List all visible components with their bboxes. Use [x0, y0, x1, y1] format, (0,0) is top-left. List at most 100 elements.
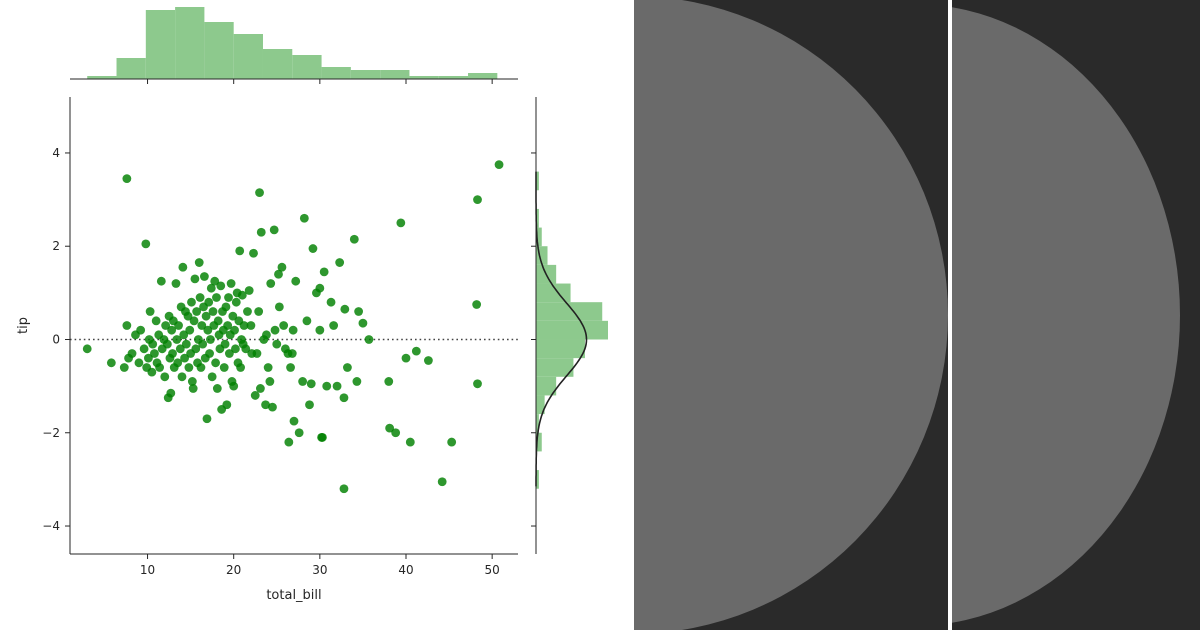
scatter-point	[212, 384, 222, 393]
scatter-point	[235, 246, 245, 256]
scatter-point	[119, 363, 129, 372]
panel-divider	[948, 0, 952, 630]
top-hist-bar	[262, 49, 293, 79]
scatter-point	[299, 213, 309, 223]
scatter-point	[224, 349, 234, 358]
scatter-point	[175, 344, 185, 354]
residual-scatter-plot	[70, 160, 518, 494]
scatter-point	[261, 400, 270, 410]
scatter-point	[411, 346, 421, 356]
scatter-point	[134, 358, 144, 368]
scatter-point	[222, 400, 232, 410]
scatter-point	[201, 311, 211, 321]
right-hist-bar	[536, 358, 574, 377]
scatter-point	[197, 321, 207, 330]
scatter-point	[274, 269, 283, 279]
right-hist-bar	[536, 208, 539, 228]
scatter-point	[183, 311, 193, 321]
scatter-point	[155, 363, 165, 372]
scatter-point	[177, 372, 187, 382]
scatter-point	[139, 344, 149, 354]
scatter-point	[224, 293, 233, 302]
scatter-point	[122, 174, 132, 184]
scatter-point	[262, 330, 271, 340]
scatter-point	[340, 304, 350, 314]
scatter-point	[246, 321, 256, 330]
half-disc-shape	[634, 0, 948, 630]
scatter-point	[241, 344, 251, 354]
x-tick-label: 20	[226, 563, 241, 577]
scatter-point	[326, 297, 336, 307]
top-hist-bar	[350, 70, 381, 79]
scatter-point	[226, 279, 236, 288]
x-ticks: 10 20 30 40 50	[140, 79, 500, 577]
scatter-point	[179, 330, 189, 340]
right-hist-bar	[536, 246, 548, 265]
scatter-point	[352, 377, 362, 386]
axes	[69, 78, 537, 555]
scatter-point	[274, 302, 284, 312]
scatter-point	[181, 339, 191, 349]
right-hist-bar	[536, 395, 545, 415]
scatter-point	[269, 225, 279, 235]
scatter-point	[401, 353, 411, 363]
right-marginal-histogram	[535, 171, 608, 489]
scatter-point	[216, 281, 226, 291]
scatter-point	[306, 379, 316, 389]
scatter-point	[230, 325, 239, 335]
scatter-point	[160, 372, 170, 382]
scatter-point	[231, 297, 241, 307]
scatter-point	[315, 325, 325, 335]
scatter-point	[315, 283, 325, 293]
top-hist-bar	[468, 73, 498, 79]
scatter-point	[141, 239, 151, 249]
top-hist-bar	[116, 58, 146, 79]
scatter-point	[173, 358, 183, 368]
scatter-point	[239, 321, 249, 330]
right-hist-bar	[536, 339, 585, 359]
scatter-point	[250, 391, 260, 400]
scatter-point	[302, 316, 312, 326]
right-hist-bar	[536, 302, 603, 321]
scatter-point	[265, 377, 275, 386]
right-hist-bar	[536, 414, 539, 433]
scatter-point	[168, 349, 177, 358]
y-tick-label: 2	[52, 239, 60, 253]
scatter-point	[219, 363, 229, 372]
scatter-point	[188, 384, 198, 393]
joint-plot-svg: 10 20 30 40 50 −4 −2 0 2 4 total_bill tip	[16, 7, 608, 603]
top-hist-bar	[175, 7, 205, 79]
scatter-point	[349, 234, 359, 244]
y-ticks: −4 −2 0 2 4	[42, 146, 536, 533]
scatter-point	[288, 325, 298, 335]
scatter-point	[289, 416, 299, 426]
scatter-point	[254, 307, 264, 316]
scatter-point	[343, 363, 352, 372]
scatter-point	[249, 248, 258, 258]
scatter-point	[473, 379, 482, 389]
scatter-point	[364, 335, 374, 344]
scatter-point	[358, 318, 368, 328]
x-tick-label: 40	[398, 563, 413, 577]
scatter-point	[277, 262, 287, 272]
scatter-point	[194, 258, 204, 267]
scatter-point	[203, 325, 213, 335]
scatter-point	[322, 381, 332, 391]
scatter-point	[332, 381, 342, 391]
scatter-point	[202, 414, 212, 424]
scatter-point	[212, 293, 221, 302]
scatter-point	[339, 393, 349, 403]
scatter-point	[198, 339, 208, 349]
right-hist-bar	[536, 320, 608, 340]
scatter-point	[184, 363, 194, 372]
scatter-point	[473, 195, 482, 204]
image-panels	[634, 0, 1200, 630]
scatter-point	[385, 423, 395, 433]
scatter-point	[223, 321, 233, 330]
top-hist-bar	[204, 22, 234, 79]
scatter-point	[256, 227, 266, 237]
half-disc-shape	[952, 4, 1180, 626]
scatter-point	[437, 477, 447, 487]
panel-right	[952, 0, 1200, 630]
scatter-point	[127, 349, 137, 358]
